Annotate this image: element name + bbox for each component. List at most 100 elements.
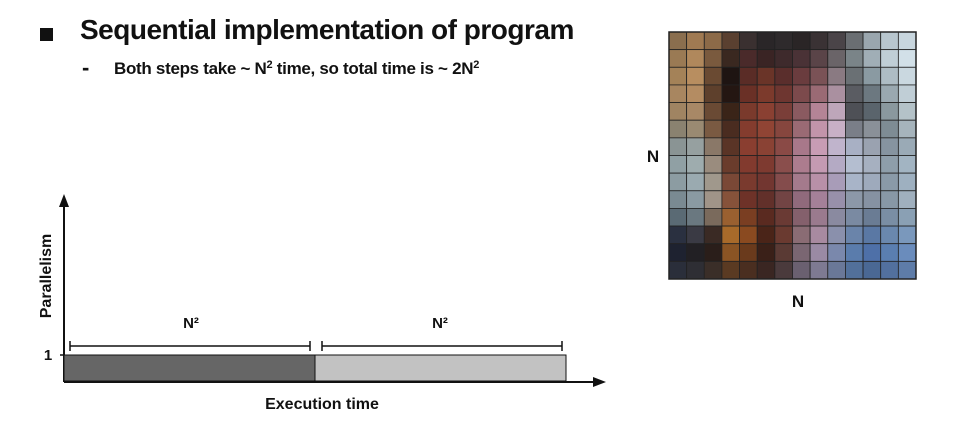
subpoint-dash: - (82, 55, 90, 80)
pixel-cell (774, 66, 793, 86)
pixel-cell (721, 119, 740, 139)
pixel-cell (845, 208, 864, 227)
pixel-cell (686, 190, 705, 209)
pixel-cell (862, 31, 882, 51)
pixel-cell (739, 49, 758, 68)
pixel-cell (862, 119, 882, 139)
pixel-cell (897, 172, 917, 192)
pixel-cell (774, 49, 793, 68)
pixel-cell (827, 119, 846, 139)
pixel-cell (897, 243, 917, 262)
pixel-cell (792, 84, 811, 103)
pixel-cell (792, 102, 811, 121)
pixel-cell (774, 155, 793, 174)
subpoint-sup-2: 2 (473, 59, 480, 71)
grid-left-label: N (647, 147, 659, 166)
pixel-cell (668, 243, 688, 262)
pixel-cell (792, 225, 811, 245)
pixel-cell (739, 66, 758, 86)
pixel-cell (721, 190, 740, 209)
pixel-cell (756, 208, 776, 227)
pixel-cell (845, 119, 864, 139)
pixel-cell (880, 172, 899, 192)
pixel-cell (756, 119, 776, 139)
pixel-cell (862, 172, 882, 192)
pixel-cell (880, 31, 899, 51)
pixel-cell (792, 243, 811, 262)
pixel-cell (845, 31, 864, 51)
slide-heading: Sequential implementation of program (80, 14, 574, 45)
pixel-cell (862, 243, 882, 262)
pixel-cell (827, 190, 846, 209)
pixel-cell (880, 66, 899, 86)
pixel-cell (880, 208, 899, 227)
pixel-cell (862, 102, 882, 121)
pixel-cell (792, 66, 811, 86)
pixel-cell (827, 49, 846, 68)
pixel-cell (827, 66, 846, 86)
pixel-cell (897, 49, 917, 68)
pixel-cell (880, 137, 899, 156)
pixel-cell (897, 66, 917, 86)
pixel-cell (668, 260, 688, 280)
pixel-cell (774, 172, 793, 192)
pixel-cell (756, 225, 776, 245)
pixel-cell (897, 260, 917, 280)
pixel-cell (721, 84, 740, 103)
pixel-cell (792, 155, 811, 174)
pixel-cell (774, 119, 793, 139)
pixel-cell (845, 137, 864, 156)
pixel-cell (845, 155, 864, 174)
pixel-cell (897, 155, 917, 174)
pixel-cell (774, 260, 793, 280)
pixel-cell (721, 155, 740, 174)
pixel-cell (774, 137, 793, 156)
pixel-cell (862, 137, 882, 156)
pixel-cell (845, 225, 864, 245)
pixel-cell (862, 225, 882, 245)
pixel-cell (897, 225, 917, 245)
pixel-cell (739, 260, 758, 280)
pixel-cell (809, 49, 829, 68)
pixel-cell (721, 137, 740, 156)
pixel-cell (792, 137, 811, 156)
pixel-cell (703, 119, 723, 139)
pixel-cell (703, 137, 723, 156)
pixel-cell (686, 137, 705, 156)
pixel-cell (809, 137, 829, 156)
pixel-cell (845, 190, 864, 209)
pixel-cell (668, 172, 688, 192)
pixel-cell (845, 243, 864, 262)
pixel-cell (809, 260, 829, 280)
pixel-cell (845, 66, 864, 86)
pixel-cell (756, 190, 776, 209)
pixel-cell (756, 66, 776, 86)
pixel-cell (668, 66, 688, 86)
pixel-cell (845, 49, 864, 68)
phase-bracket-2 (321, 341, 563, 351)
pixel-cell (739, 190, 758, 209)
pixel-cell (686, 172, 705, 192)
pixel-cell (686, 225, 705, 245)
phase-bar-1 (63, 354, 316, 382)
pixel-cell (792, 208, 811, 227)
pixel-cell (721, 49, 740, 68)
pixel-cell (721, 260, 740, 280)
subpoint-text: Both steps take ~ N2 time, so total time… (114, 59, 479, 79)
pixel-cell (897, 208, 917, 227)
pixel-cell (686, 66, 705, 86)
pixel-cell (668, 155, 688, 174)
pixel-cell (703, 225, 723, 245)
grid-bottom-label: N (792, 292, 804, 311)
pixel-cell (827, 172, 846, 192)
pixel-cell (862, 190, 882, 209)
pixel-cell (739, 102, 758, 121)
pixel-cell (897, 119, 917, 139)
pixel-grid-border (668, 31, 917, 280)
pixel-cell (756, 31, 776, 51)
pixel-cell (739, 84, 758, 103)
pixel-cell (686, 31, 705, 51)
pixel-cell (880, 225, 899, 245)
y-axis-arrow-icon (59, 194, 69, 207)
pixel-grid (668, 31, 917, 280)
